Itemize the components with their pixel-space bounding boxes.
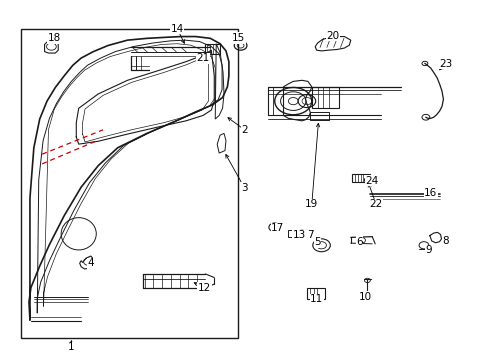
Text: 20: 20 [326, 31, 339, 41]
Text: 3: 3 [241, 183, 247, 193]
Text: 8: 8 [441, 236, 448, 246]
Bar [351, 174, 369, 182]
Bar [309, 112, 329, 120]
Text: 15: 15 [231, 33, 245, 43]
Text: 19: 19 [305, 199, 318, 210]
Text: 18: 18 [48, 33, 61, 43]
Text: 2: 2 [241, 125, 247, 135]
Text: 5: 5 [314, 237, 320, 247]
Text: 6: 6 [356, 237, 362, 247]
Text: 17: 17 [270, 223, 284, 233]
Text: 12: 12 [198, 283, 211, 293]
Text: 4: 4 [87, 258, 94, 268]
Bar [311, 87, 338, 108]
Text: 21: 21 [196, 53, 209, 63]
Bar [204, 44, 220, 54]
Text: 22: 22 [369, 199, 382, 210]
Text: 16: 16 [423, 188, 436, 198]
Text: 1: 1 [68, 342, 75, 352]
Text: 9: 9 [425, 245, 431, 255]
Text: 7: 7 [306, 230, 313, 240]
Text: 11: 11 [309, 294, 323, 304]
Text: 14: 14 [170, 24, 183, 34]
Text: 10: 10 [358, 292, 371, 302]
Bar [21, 30, 238, 338]
Text: 13: 13 [292, 230, 305, 240]
Bar [288, 230, 300, 237]
Text: 23: 23 [438, 59, 451, 69]
Bar [306, 288, 325, 299]
Text: 24: 24 [365, 176, 378, 186]
